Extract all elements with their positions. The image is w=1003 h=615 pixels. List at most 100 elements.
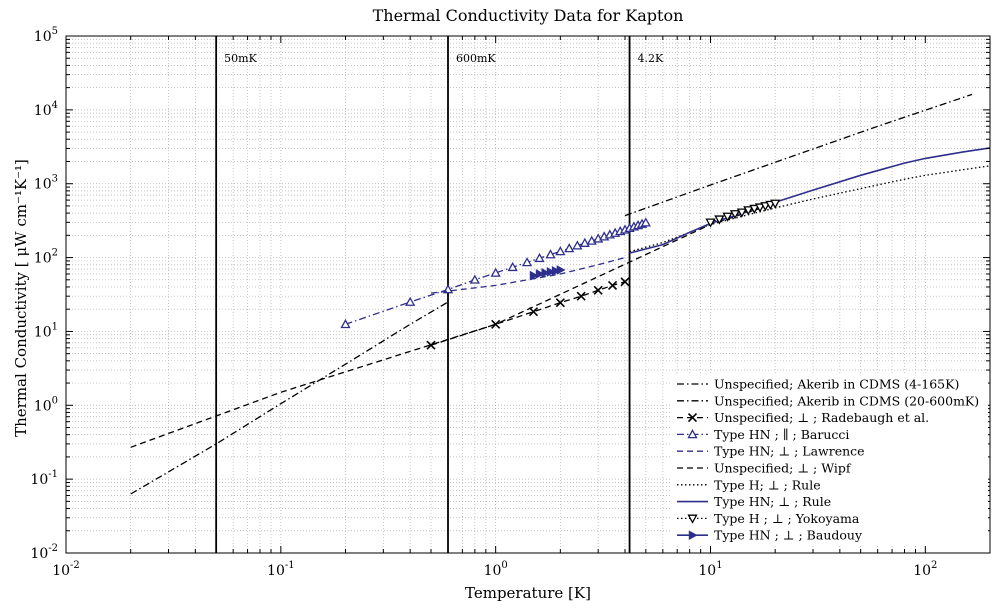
data-point [743, 206, 754, 216]
data-point [469, 274, 480, 284]
series-line [130, 301, 449, 495]
legend-item: Type H; ⊥ ; Rule [677, 477, 821, 492]
legend-label: Unspecified; Akerib in CDMS (20-600mK) [714, 393, 979, 408]
data-point [551, 266, 561, 276]
x-tick-label: 10-2 [52, 560, 80, 579]
data-point [340, 318, 351, 329]
series-10 [529, 265, 566, 281]
reference-lines: 50mK 600mK 4.2K [215, 36, 664, 553]
legend: Unspecified; Akerib in CDMS (4-165K)Unsp… [672, 373, 988, 545]
x-tick-label: 10-1 [267, 560, 295, 579]
data-point [576, 291, 586, 301]
y-axis-label: Thermal Conductivity [ μW cm⁻¹K⁻¹] [12, 159, 30, 437]
data-point [545, 249, 556, 259]
legend-marker [688, 530, 698, 541]
data-point [564, 243, 575, 253]
x-tick-label: 102 [913, 560, 937, 579]
legend-label: Unspecified; Akerib in CDMS (4-165K) [714, 377, 959, 392]
y-tick-label: 10-1 [30, 469, 58, 488]
legend-item: Type HN ; ⊥ ; Baudouy [677, 528, 863, 543]
data-point [722, 212, 733, 222]
data-point [714, 215, 725, 225]
data-point [736, 208, 747, 218]
legend-item: Unspecified; ⊥ ; Wipf [677, 461, 852, 476]
y-tick-label: 101 [34, 321, 58, 340]
legend-label: Type H; ⊥ ; Rule [714, 477, 821, 492]
series-3 [426, 277, 630, 350]
y-tick-label: 105 [34, 26, 58, 45]
y-tick-label: 10-2 [30, 543, 58, 562]
data-point [640, 217, 651, 227]
legend-label: Type H ; ⊥ ; Yokoyama [714, 511, 860, 526]
data-point [534, 252, 545, 263]
legend-item: Unspecified; Akerib in CDMS (20-600mK) [677, 393, 979, 408]
data-point [546, 267, 556, 277]
legend-label: Unspecified; ⊥ ; Radebaugh et al. [714, 410, 929, 425]
data-point [607, 280, 618, 290]
legend-background [672, 373, 988, 545]
legend-label: Type HN ; ⊥ ; Baudouy [714, 528, 863, 543]
data-point [579, 237, 590, 247]
chart-title: Thermal Conductivity Data for Kapton [373, 6, 684, 25]
data-point [729, 210, 741, 220]
legend-label: Unspecified; ⊥ ; Wipf [714, 461, 852, 476]
series-line [624, 93, 973, 217]
x-axis-label: Temperature [K] [465, 584, 591, 602]
data-point [490, 267, 501, 277]
legend-item: Type H ; ⊥ ; Yokoyama [677, 511, 860, 526]
legend-marker [687, 413, 698, 423]
data-point [556, 265, 566, 275]
reference-line-label: 50mK [224, 52, 257, 65]
data-point [507, 261, 518, 272]
data-point [770, 199, 781, 209]
data-point [541, 268, 551, 278]
plot-frame [65, 35, 991, 554]
series-8 [629, 147, 990, 254]
data-point [521, 257, 533, 267]
series-line [629, 147, 990, 254]
data-point [593, 285, 603, 295]
plot-area [130, 93, 990, 495]
legend-marker [687, 514, 698, 524]
series-line [430, 281, 626, 346]
data-point [572, 240, 583, 250]
data-point [535, 269, 545, 279]
series-line [430, 256, 626, 294]
data-point [529, 270, 539, 281]
legend-label: Type HN; ⊥ ; Lawrence [714, 444, 865, 459]
data-point [555, 298, 565, 308]
legend-marker [687, 429, 698, 439]
y-tick-label: 102 [34, 248, 58, 267]
y-tick-label: 100 [34, 395, 58, 414]
data-point [555, 246, 566, 256]
series-line [629, 165, 990, 253]
reference-line-label: 4.2K [638, 52, 664, 65]
x-tick-label: 100 [484, 560, 508, 579]
x-tick-label: 101 [698, 560, 722, 579]
series-1 [624, 93, 973, 217]
series-7 [629, 165, 990, 253]
legend-item: Unspecified; Akerib in CDMS (4-165K) [677, 377, 959, 392]
data-point [705, 218, 716, 228]
legend-item: Type HN; ⊥ ; Rule [677, 494, 831, 509]
series-4 [340, 217, 651, 329]
reference-line-label: 600mK [456, 52, 496, 65]
data-point [528, 307, 539, 317]
data-point [620, 277, 630, 287]
legend-item: Unspecified; ⊥ ; Radebaugh et al. [677, 410, 929, 425]
series-9 [705, 199, 781, 228]
y-tick-label: 104 [34, 100, 58, 119]
data-point [754, 203, 766, 213]
y-tick-label: 103 [34, 174, 58, 193]
data-point [426, 340, 436, 350]
series-2 [130, 301, 449, 495]
legend-item: Type HN; ⊥ ; Lawrence [677, 444, 865, 459]
data-point [749, 204, 760, 214]
series-6 [130, 202, 776, 448]
legend-item: Type HN ; ∥ ; Barucci [677, 427, 849, 442]
series-5 [430, 256, 626, 294]
series-line [130, 202, 776, 448]
data-point [405, 296, 416, 306]
legend-label: Type HN; ⊥ ; Rule [714, 494, 831, 509]
